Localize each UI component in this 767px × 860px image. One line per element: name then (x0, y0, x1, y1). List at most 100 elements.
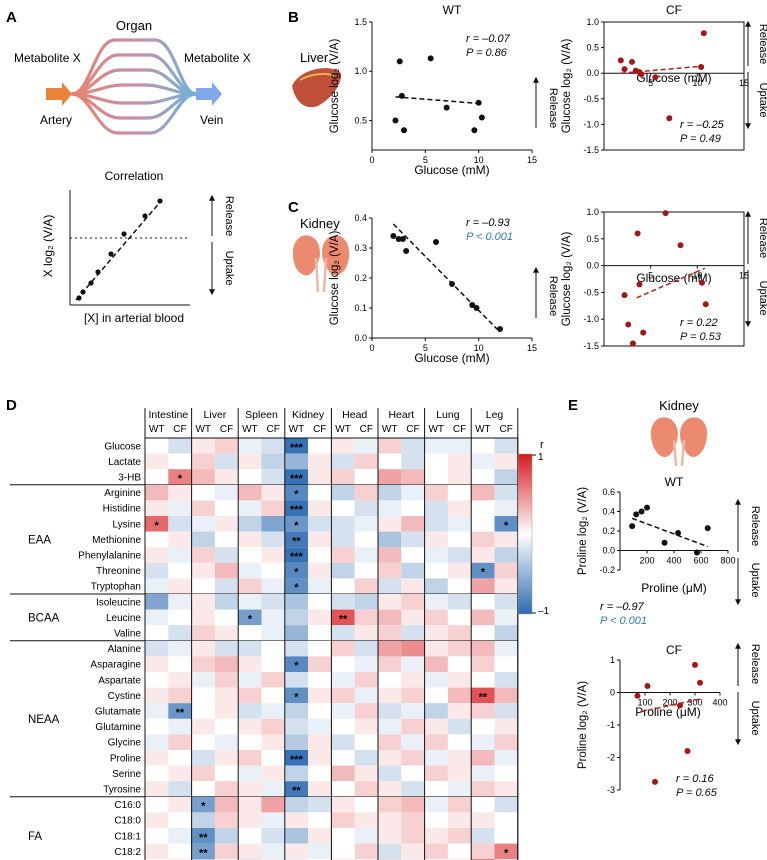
heatmap-cell (471, 547, 495, 563)
heatmap-cell (168, 672, 192, 688)
stat-p: P = 0.49 (680, 133, 721, 145)
y-axis-label: Glucose log₂ (V/A) (329, 39, 341, 134)
heatmap-cell (447, 734, 472, 750)
data-point (443, 104, 450, 111)
y-tick-label: 0.5 (354, 115, 367, 125)
heatmap-cell (471, 672, 495, 688)
row-label: C18:0 (114, 816, 141, 827)
heatmap-cell (494, 828, 518, 844)
heatmap-cell (238, 843, 262, 860)
group-label: EAA (28, 534, 51, 546)
x-tick-label: 600 (693, 556, 708, 566)
heatmap-cell (214, 609, 239, 626)
heatmap-cell (284, 750, 309, 766)
y-tick-label: 0.0 (586, 261, 599, 271)
metabolite-out-label: Metabolite X (184, 51, 251, 65)
heatmap-cell (145, 531, 169, 548)
heatmap-cell (331, 484, 355, 501)
heatmap-cell (191, 687, 215, 704)
significance-mark: *** (290, 442, 304, 454)
heatmap-cell (447, 516, 472, 532)
heatmap-cell (238, 578, 262, 594)
significance-mark: * (504, 520, 509, 532)
heatmap-cell (191, 469, 215, 485)
plot-title: CF (666, 643, 682, 657)
heatmap-cell (145, 609, 169, 626)
heatmap-cell (238, 484, 262, 501)
heatmap-cell (378, 640, 402, 657)
heatmap-cell (168, 765, 192, 782)
heatmap-cell (494, 484, 518, 501)
heatmap-cell (308, 562, 332, 579)
heatmap-cell (284, 828, 309, 844)
heatmap-cell (308, 547, 332, 563)
organ-schematic: Organ Metabolite X Metabolite X Artery V… (14, 18, 251, 135)
heatmap-cell (331, 843, 355, 860)
heatmap-cell (471, 781, 495, 797)
heatmap-cell (261, 516, 285, 532)
data-point (629, 340, 636, 347)
heatmap-cell (424, 796, 448, 813)
heatmap-cell (401, 516, 425, 532)
data-point (621, 66, 628, 73)
subcol-header: CF (453, 424, 466, 435)
data-point (401, 127, 407, 134)
x-tick-label: 5 (423, 343, 428, 353)
heatmap-cell (354, 453, 378, 470)
significance-mark: ** (479, 691, 488, 703)
x-tick-label: 10 (474, 343, 484, 353)
heatmap-cell (191, 828, 215, 844)
heatmap-cell (261, 594, 285, 610)
heatmap-cell (494, 438, 518, 454)
organ-label: Organ (116, 18, 152, 33)
organ-header: Lung (436, 409, 460, 421)
heatmap-cell (354, 656, 378, 672)
y-tick-label: 0.0 (602, 546, 615, 556)
heatmap-cell (214, 812, 239, 828)
heatmap-cell (284, 469, 309, 485)
heatmap-cell (471, 484, 495, 501)
group-label: FA (28, 831, 42, 843)
scatter-c-wt: 0.0 0.1 0.2 0.3 0.4 0 5 10 15 Glucose (mM) Glucose… (329, 213, 537, 365)
heatmap-cell (191, 516, 215, 532)
heatmap-cell (447, 718, 472, 735)
correlation-uptake-label: Uptake (223, 251, 235, 286)
heatmap-cell (308, 609, 332, 626)
artery-arrow-icon (46, 82, 72, 106)
significance-mark: * (155, 520, 160, 532)
heatmap-cell (447, 609, 472, 626)
heatmap-cell (401, 500, 425, 516)
heatmap-cell (284, 609, 309, 626)
heatmap-cell (168, 843, 192, 860)
heatmap-cell (354, 765, 378, 782)
heatmap-cell (168, 812, 192, 828)
heatmap-cell (354, 578, 378, 594)
heatmap-cell (424, 500, 448, 516)
data-point (636, 281, 643, 288)
heatmap-cell (238, 828, 262, 844)
y-tick-label: -3 (607, 785, 615, 795)
heatmap-cell (145, 843, 169, 860)
heatmap-cell (447, 531, 472, 548)
x-tick-label: 10 (692, 271, 702, 281)
heatmap-cell (354, 687, 378, 704)
heatmap-cell (471, 609, 495, 626)
heatmap-cell (238, 656, 262, 672)
heatmap-cell (447, 687, 472, 704)
y-axis-label: Glucose log₂ (V/A) (561, 232, 573, 327)
heatmap-cell (494, 578, 518, 594)
heatmap-cell (378, 484, 402, 501)
heatmap-cell (401, 578, 425, 594)
heatmap-cell (284, 718, 309, 735)
data-point (403, 248, 410, 254)
row-label: Lactate (108, 457, 141, 468)
heatmap-cell (168, 547, 192, 563)
subcol-header: WT (335, 424, 351, 435)
subcol-header: WT (242, 424, 258, 435)
heatmap-cell (331, 828, 355, 844)
heatmap-cell (354, 750, 378, 766)
heatmap-cell (214, 718, 239, 735)
heatmap-cell (471, 703, 495, 719)
row-label: Valine (114, 629, 141, 640)
heatmap-cell (168, 531, 192, 548)
